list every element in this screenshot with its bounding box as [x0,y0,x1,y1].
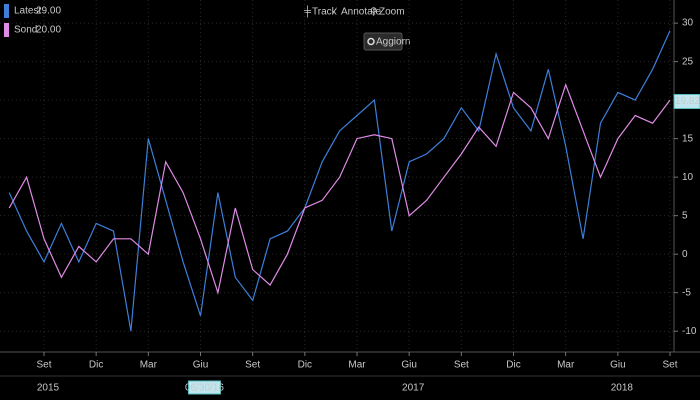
cursor-value-label: 19.8225 [675,96,700,107]
legend-name: Sond [14,25,37,36]
x-tick-label: Dic [89,360,103,371]
x-tick-label: Giu [610,360,626,371]
button-icon [367,37,375,46]
y-tick-label: 15 [682,133,694,144]
x-tick-label: Mar [348,360,366,371]
series-line [8,82,671,296]
refresh-button[interactable]: Aggiorn [363,32,410,51]
x-tick-label: Set [454,360,469,371]
x-tick-label: Giu [193,360,209,371]
x-tick-label: Dic [298,360,312,371]
y-tick-label: 10 [682,172,694,183]
x-tick-label: Giu [401,360,417,371]
year-label: 2017 [402,383,425,394]
x-tick-label: Mar [557,360,575,371]
y-tick-label: 30 [682,18,694,29]
year-label: 2015 [37,383,60,394]
y-tick-label: -5 [682,287,691,298]
cursor-date-box [187,380,221,395]
zoom-icon: ⚲ [370,7,377,18]
y-tick-label: 0 [682,249,688,260]
legend-swatch [4,23,9,37]
cursor-value-box [673,93,700,109]
toolbar: ╪ Track ∕ Annotate ⚲ Zoom [303,5,405,19]
year-label: 2018 [611,383,634,394]
button-label[interactable]: Aggiorn [376,37,410,48]
legend-name: Latest [14,6,41,17]
x-tick-label: Set [36,360,51,371]
annotate-icon: ∕ [331,7,337,18]
button-box[interactable] [363,32,403,51]
legend-value: 29.00 [36,6,61,17]
y-tick-label: 25 [682,56,694,67]
x-tick-label: Mar [140,360,158,371]
toolbar-item[interactable]: Zoom [379,7,405,18]
track-icon: ╪ [303,5,312,19]
toolbar-item[interactable]: Annotate [341,7,381,18]
x-tick-label: Set [245,360,260,371]
toolbar-item[interactable]: Track [312,7,338,18]
y-tick-label: -10 [682,326,697,337]
year-label: 06/30/16 [185,383,224,394]
series-line [8,30,671,332]
y-tick-label: 5 [682,210,688,221]
x-tick-label: Dic [506,360,520,371]
legend-swatch [4,4,9,18]
legend-value: 20.00 [36,25,61,36]
x-tick-label: Set [663,360,678,371]
